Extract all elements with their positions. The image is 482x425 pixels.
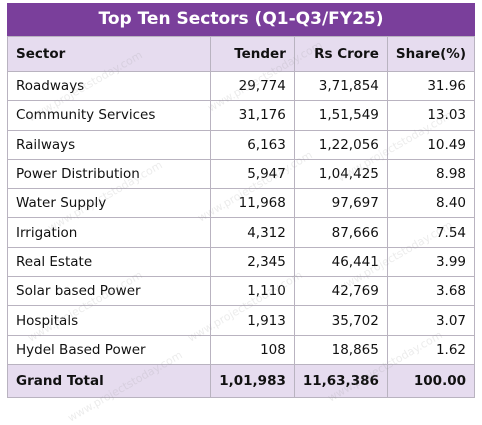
total-cell: Grand Total bbox=[6, 363, 212, 398]
value-cell: 10.49 bbox=[386, 129, 476, 160]
value-cell: 29,774 bbox=[210, 70, 295, 102]
total-cell: 100.00 bbox=[386, 363, 476, 398]
value-cell: 18,865 bbox=[293, 334, 388, 365]
total-row: Grand Total 1,01,983 11,63,386 100.00 bbox=[6, 363, 476, 398]
sector-cell: Irrigation bbox=[6, 217, 212, 248]
value-cell: 31.96 bbox=[386, 70, 476, 102]
page: Top Ten Sectors (Q1-Q3/FY25) Sector Tende… bbox=[6, 3, 476, 425]
header-row: Sector Tender Rs Crore Share(%) bbox=[6, 36, 476, 72]
value-cell: 13.03 bbox=[386, 100, 476, 131]
table-row: Irrigation 4,312 87,666 7.54 bbox=[6, 217, 476, 248]
value-cell: 1.62 bbox=[386, 334, 476, 365]
value-cell: 1,913 bbox=[210, 305, 295, 336]
table-row: Hydel Based Power 108 18,865 1.62 bbox=[6, 334, 476, 365]
value-cell: 7.54 bbox=[386, 217, 476, 248]
value-cell: 4,312 bbox=[210, 217, 295, 248]
value-cell: 8.40 bbox=[386, 188, 476, 219]
value-cell: 8.98 bbox=[386, 158, 476, 190]
total-cell: 1,01,983 bbox=[210, 363, 295, 398]
value-cell: 2,345 bbox=[210, 246, 295, 278]
sector-cell: Railways bbox=[6, 129, 212, 160]
value-cell: 1,110 bbox=[210, 276, 295, 307]
sector-cell: Hydel Based Power bbox=[6, 334, 212, 365]
table-row: Real Estate 2,345 46,441 3.99 bbox=[6, 246, 476, 278]
value-cell: 46,441 bbox=[293, 246, 388, 278]
header-cell: Tender bbox=[210, 36, 295, 72]
table-row: Community Services 31,176 1,51,549 13.03 bbox=[6, 100, 476, 131]
value-cell: 108 bbox=[210, 334, 295, 365]
sector-cell: Community Services bbox=[6, 100, 212, 131]
value-cell: 35,702 bbox=[293, 305, 388, 336]
header-cell: Share(%) bbox=[386, 36, 476, 72]
sector-cell: Real Estate bbox=[6, 246, 212, 278]
value-cell: 1,51,549 bbox=[293, 100, 388, 131]
value-cell: 1,22,056 bbox=[293, 129, 388, 160]
table-row: Hospitals 1,913 35,702 3.07 bbox=[6, 305, 476, 336]
value-cell: 11,968 bbox=[210, 188, 295, 219]
value-cell: 6,163 bbox=[210, 129, 295, 160]
value-cell: 3.07 bbox=[386, 305, 476, 336]
title: Top Ten Sectors (Q1-Q3/FY25) bbox=[7, 3, 475, 36]
table-row: Power Distribution 5,947 1,04,425 8.98 bbox=[6, 158, 476, 190]
table-row: Water Supply 11,968 97,697 8.40 bbox=[6, 188, 476, 219]
value-cell: 3,71,854 bbox=[293, 70, 388, 102]
table: Sector Tender Rs Crore Share(%) Roadways 29,… bbox=[6, 36, 476, 398]
value-cell: 97,697 bbox=[293, 188, 388, 219]
table-row: Solar based Power 1,110 42,769 3.68 bbox=[6, 276, 476, 307]
value-cell: 31,176 bbox=[210, 100, 295, 131]
value-cell: 3.99 bbox=[386, 246, 476, 278]
table-row: Roadways 29,774 3,71,854 31.96 bbox=[6, 70, 476, 102]
value-cell: 42,769 bbox=[293, 276, 388, 307]
header-cell: Sector bbox=[6, 36, 212, 72]
value-cell: 3.68 bbox=[386, 276, 476, 307]
value-cell: 5,947 bbox=[210, 158, 295, 190]
value-cell: 1,04,425 bbox=[293, 158, 388, 190]
sector-cell: Solar based Power bbox=[6, 276, 212, 307]
table-card: Top Ten Sectors (Q1-Q3/FY25) Sector Tende… bbox=[6, 3, 476, 401]
total-cell: 11,63,386 bbox=[293, 363, 388, 398]
sector-cell: Hospitals bbox=[6, 305, 212, 336]
value-cell: 87,666 bbox=[293, 217, 388, 248]
sector-cell: Power Distribution bbox=[6, 158, 212, 190]
table-row: Railways 6,163 1,22,056 10.49 bbox=[6, 129, 476, 160]
sector-cell: Roadways bbox=[6, 70, 212, 102]
header-cell: Rs Crore bbox=[293, 36, 388, 72]
sector-cell: Water Supply bbox=[6, 188, 212, 219]
